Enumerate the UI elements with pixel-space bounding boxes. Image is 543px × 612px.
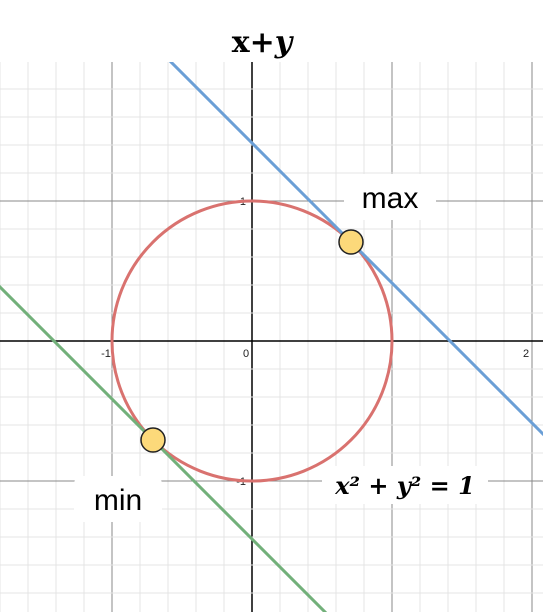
x-axis-label: 2 [523,348,529,360]
x-axis-label: 0 [243,348,249,360]
max-line [106,0,543,437]
min-line [0,284,328,612]
max-label: max [362,182,419,215]
max-point [338,229,364,255]
unit-circle [110,199,394,483]
x-axis-label: -1 [101,348,111,360]
label-bg [322,466,488,504]
top-mask [0,0,543,62]
label-bg [74,476,162,522]
grid [0,62,543,612]
curve-label: x² + y² = 1 [334,471,475,500]
title: x+y [232,25,295,60]
min-point [140,427,166,453]
min-label: min [94,484,142,517]
label-bg [344,174,436,220]
